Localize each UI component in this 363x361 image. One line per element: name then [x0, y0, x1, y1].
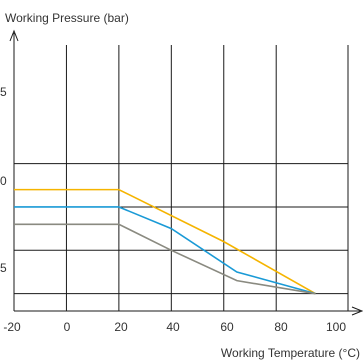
series-line-1 [14, 188, 316, 295]
x-tick-label: 80 [274, 320, 288, 334]
x-tick-label: 20 [114, 320, 128, 334]
x-tick-label: 40 [166, 320, 180, 334]
grid [14, 45, 349, 311]
x-tick-label: 0 [64, 320, 71, 334]
y-tick-label: 5 [0, 261, 7, 275]
tick-labels: -20 0 20 40 60 80 100 5 0 5 [0, 85, 346, 334]
x-tick-label: 60 [220, 320, 234, 334]
series-line-2 [14, 206, 316, 295]
x-axis-title: Working Temperature (°C) [221, 346, 360, 360]
x-tick-label: 100 [326, 320, 346, 334]
series-line-3 [14, 223, 316, 295]
y-tick-label: 0 [0, 174, 7, 188]
x-tick-label: -20 [3, 320, 21, 334]
x-axis-arrow-icon [351, 306, 363, 316]
y-axis-title: Working Pressure (bar) [5, 11, 129, 25]
y-axis-arrow-icon [9, 29, 19, 42]
axes [9, 29, 363, 316]
y-tick-label: 5 [0, 85, 7, 99]
series-lines [14, 188, 316, 295]
